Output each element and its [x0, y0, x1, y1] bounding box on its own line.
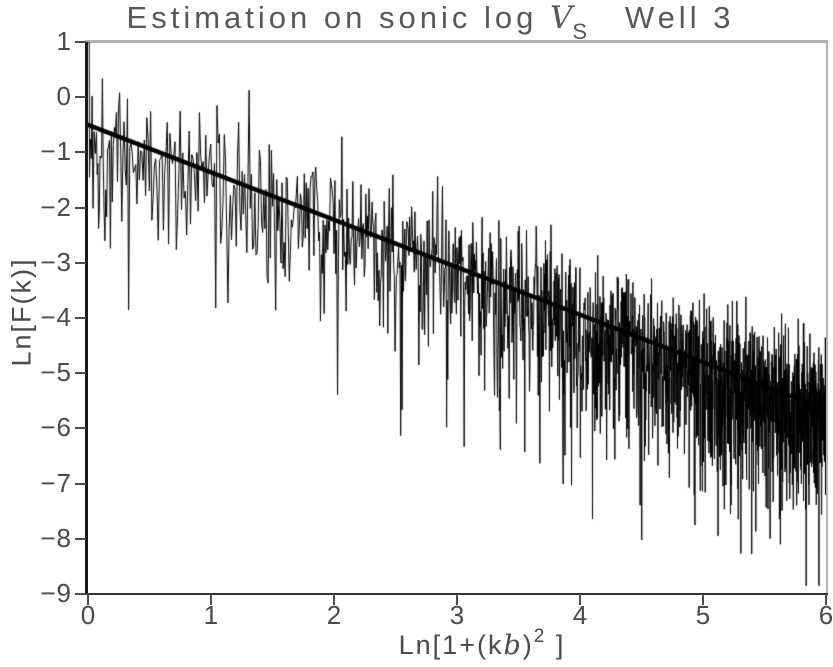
x-tick-label: 5	[695, 600, 711, 630]
x-tick-label: 2	[326, 600, 342, 630]
y-tick	[75, 41, 86, 43]
chart-title-subscript: S	[572, 19, 588, 45]
x-tick-label: 6	[818, 600, 833, 630]
chart-title-suffix: Well 3	[587, 0, 735, 35]
x-tick	[456, 594, 458, 605]
y-axis-line	[85, 42, 88, 594]
y-tick	[75, 261, 86, 264]
y-tick-label: −6	[40, 412, 72, 443]
x-tick-label: 1	[203, 600, 219, 630]
y-tick-label: −1	[40, 136, 72, 167]
x-axis-label-exponent: 2	[533, 626, 547, 647]
y-tick	[75, 537, 86, 540]
x-axis-label: Ln[1+(kb)2 ]	[88, 626, 826, 661]
y-tick-label: 1	[56, 26, 72, 56]
y-tick	[75, 482, 86, 485]
plot-frame-top	[85, 40, 828, 43]
chart-canvas	[88, 42, 826, 594]
y-tick	[75, 317, 86, 319]
y-tick-label: −5	[40, 357, 72, 388]
y-tick-label: −2	[40, 191, 72, 222]
y-tick	[75, 372, 86, 375]
x-axis-label-p3: ]	[546, 630, 566, 660]
x-tick-label: 0	[80, 600, 96, 630]
x-tick	[825, 594, 827, 605]
chart-title-variable: V	[549, 0, 573, 36]
y-tick-label: −8	[40, 522, 72, 553]
x-tick-label: 4	[572, 600, 588, 630]
x-tick	[702, 594, 704, 605]
plot-frame-right	[826, 40, 828, 596]
y-tick	[75, 206, 86, 209]
y-tick-label: −3	[40, 246, 72, 277]
x-tick	[579, 594, 581, 605]
y-tick-label: −7	[40, 467, 72, 498]
y-tick	[75, 427, 86, 430]
x-axis-label-italic-b: b	[503, 630, 523, 661]
x-tick	[210, 594, 212, 605]
y-tick-label: −4	[40, 302, 72, 332]
x-axis-label-p2: )	[522, 630, 534, 660]
y-tick	[75, 96, 86, 99]
x-tick-label: 3	[449, 600, 465, 630]
chart-title: Estimation on sonic log VS Well 3	[0, 0, 833, 45]
y-tick-label: 0	[56, 81, 72, 112]
x-tick	[87, 594, 89, 605]
chart-title-prefix: Estimation on sonic log	[126, 0, 550, 35]
y-tick	[75, 593, 86, 595]
y-tick	[75, 151, 86, 154]
x-tick	[333, 594, 335, 605]
y-tick-label: −9	[40, 578, 72, 608]
x-axis-label-p1: Ln[1+(k	[398, 630, 504, 660]
